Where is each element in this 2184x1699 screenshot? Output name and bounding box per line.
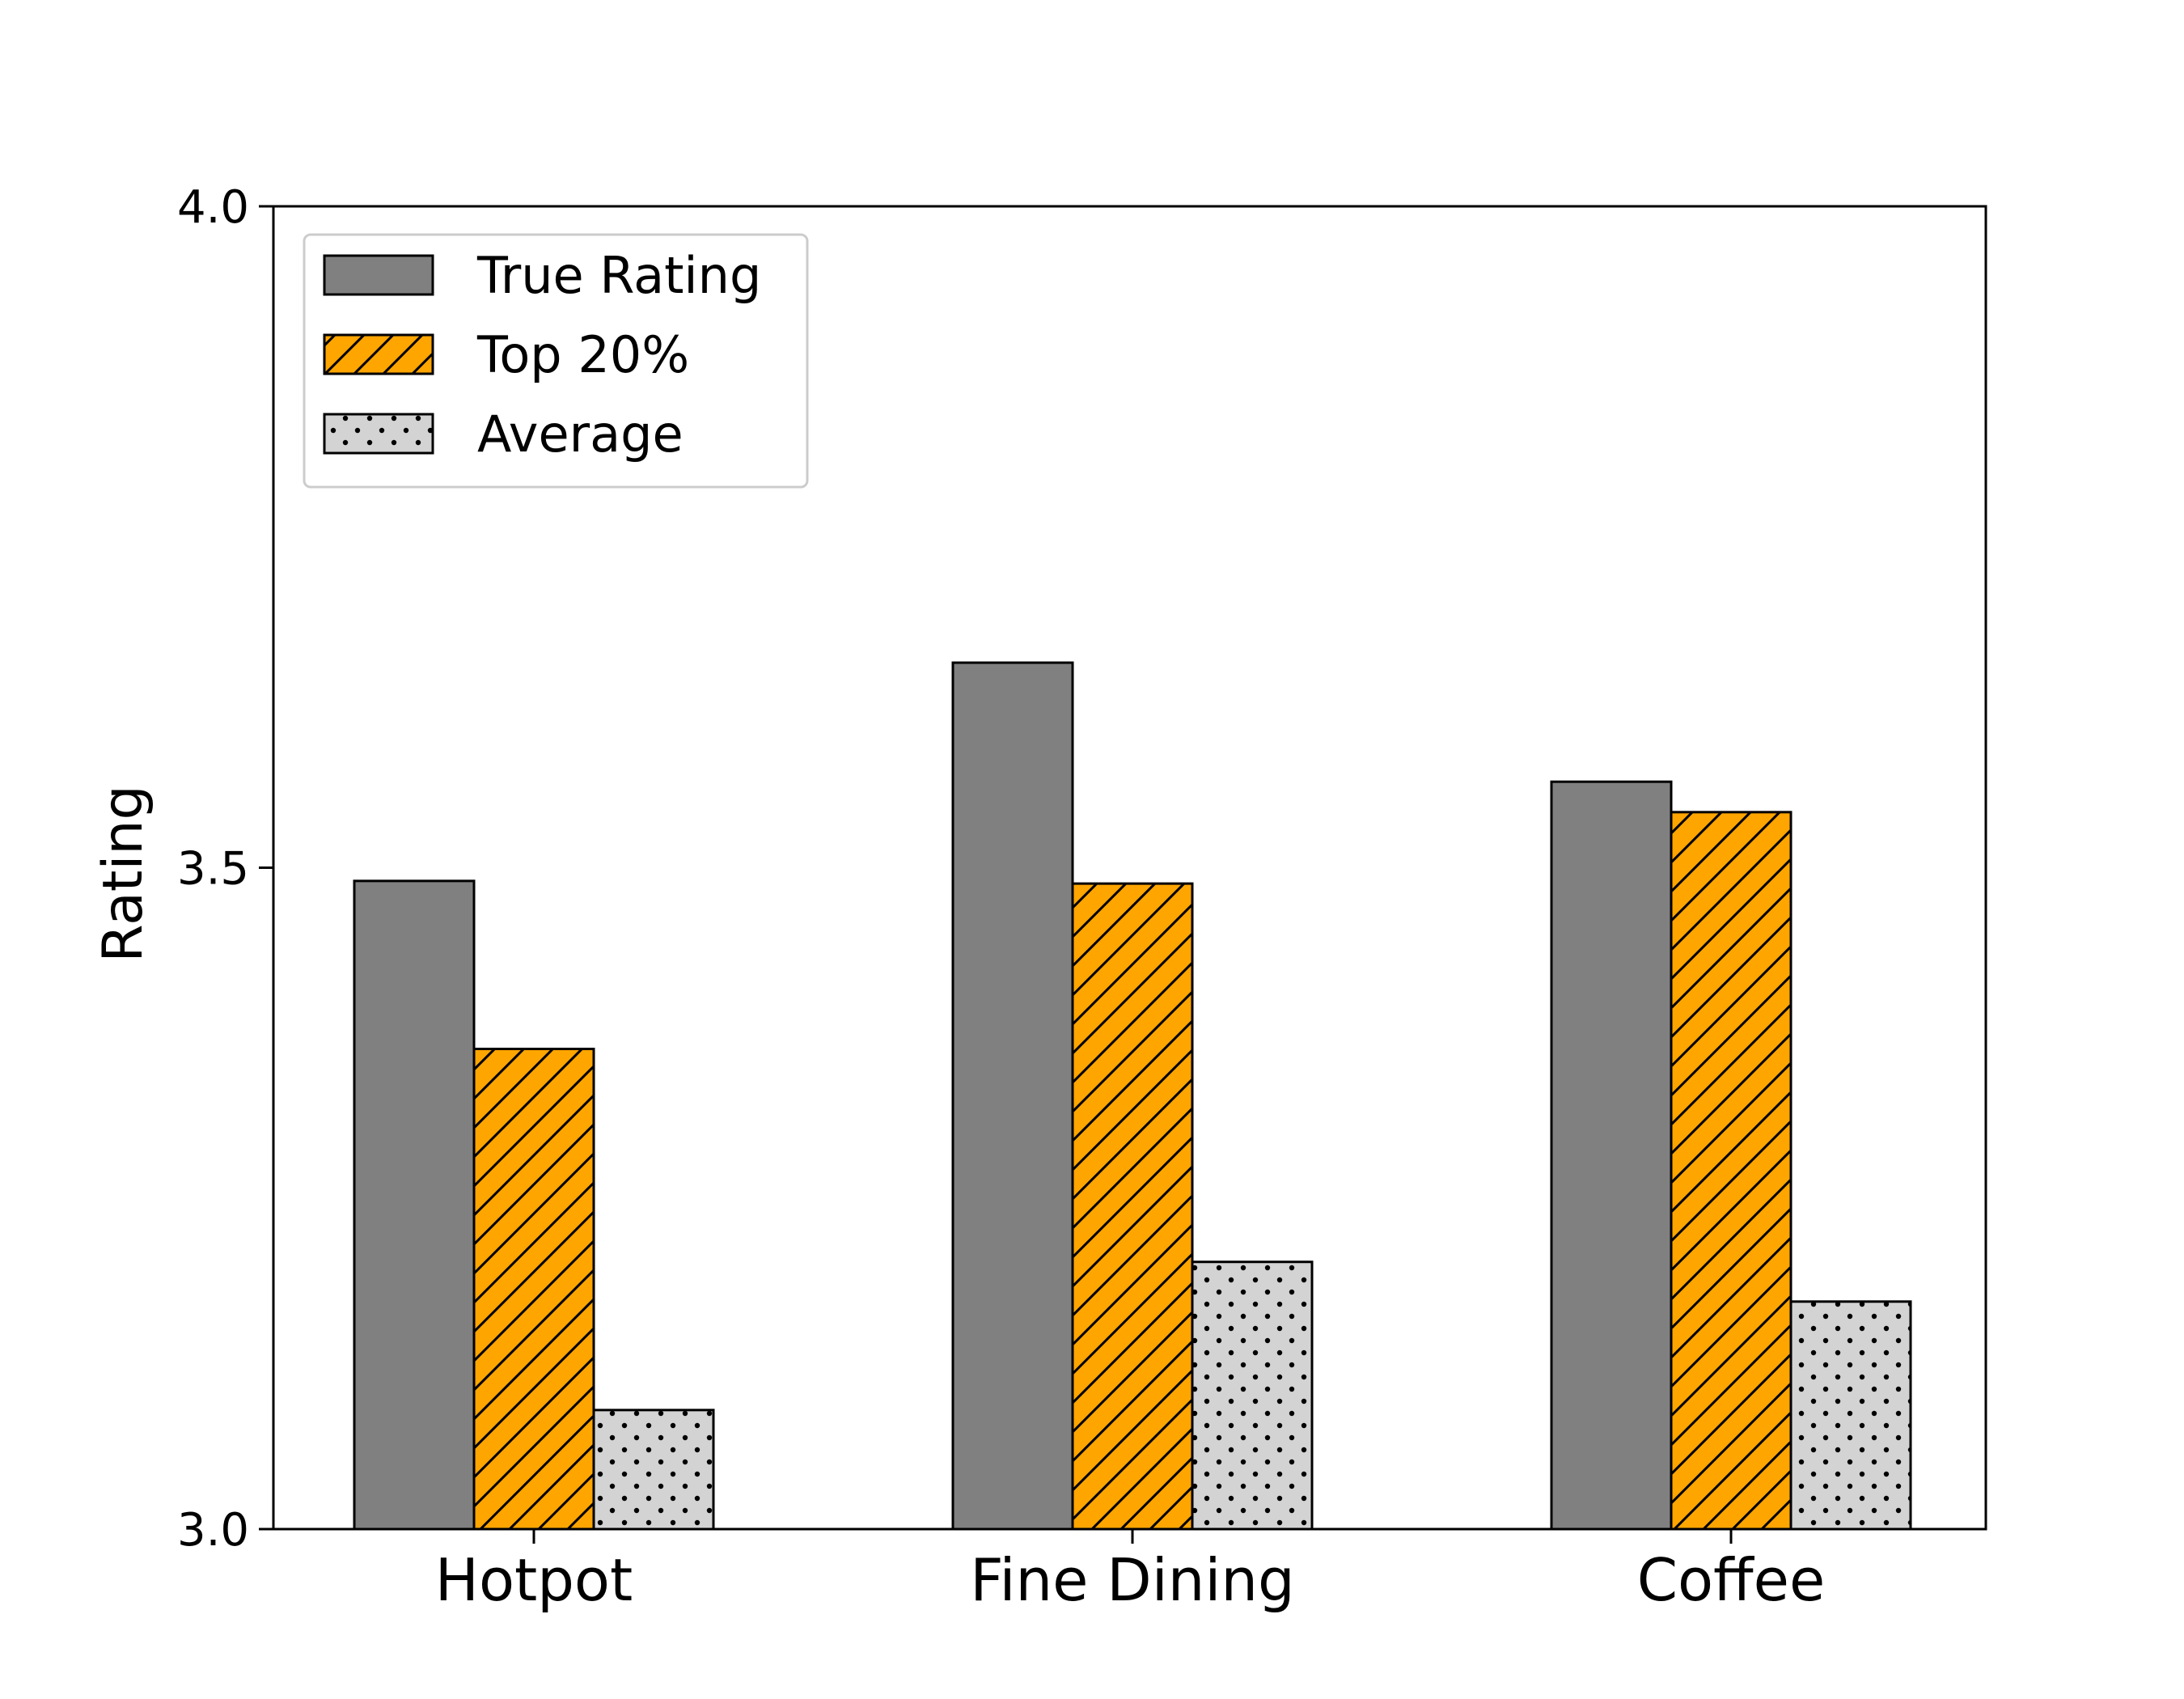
bar-top-20--coffee: [1670, 811, 1792, 1531]
y-tick-label: 3.0: [177, 1504, 249, 1557]
bar-top-20--fine-dining: [1071, 882, 1194, 1531]
legend-label: True Rating: [476, 246, 761, 305]
bar-average-coffee: [1789, 1300, 1912, 1531]
y-axis-label: Rating: [91, 785, 155, 962]
legend-swatch: [323, 333, 434, 375]
x-tick-label: Hotpot: [435, 1546, 633, 1614]
y-tick-label: 4.0: [177, 181, 249, 234]
bar-true-rating-fine-dining: [951, 661, 1074, 1531]
y-tick-label: 3.5: [177, 843, 249, 896]
bar-top-20--hotpot: [472, 1047, 595, 1531]
legend-label: Top 20%: [476, 325, 689, 384]
legend-label: Average: [477, 405, 684, 464]
legend-swatch: [323, 254, 434, 296]
bar-average-fine-dining: [1191, 1260, 1314, 1531]
y-axis: 3.0 3.5 4.0: [177, 181, 273, 1557]
bar-true-rating-coffee: [1550, 780, 1673, 1531]
legend-swatch: [323, 413, 434, 455]
bars-group: [353, 661, 1912, 1531]
x-tick-label: Coffee: [1637, 1546, 1826, 1614]
bar-true-rating-hotpot: [353, 879, 476, 1531]
bar-average-hotpot: [592, 1409, 715, 1531]
legend: True Rating Top 20% Average: [303, 233, 809, 489]
x-axis: Hotpot Fine Dining Coffee: [435, 1529, 1825, 1614]
x-tick-label: Fine Dining: [970, 1546, 1294, 1614]
